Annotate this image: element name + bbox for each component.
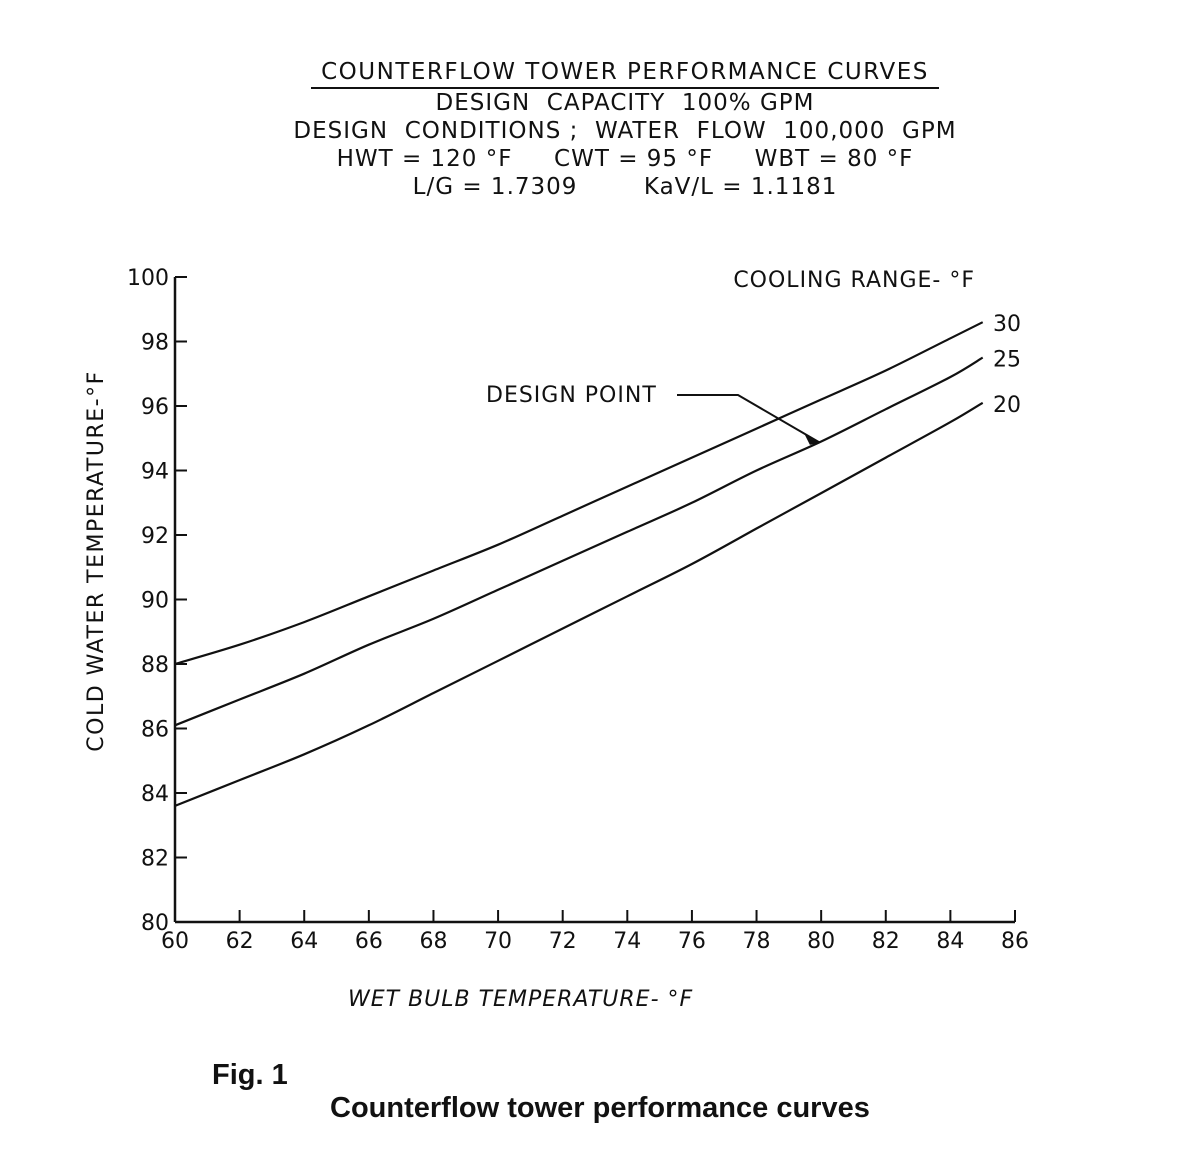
chart-subtitle-line-2: DESIGN CONDITIONS ; WATER FLOW 100,000 G… [293, 118, 957, 144]
figure: COUNTERFLOW TOWER PERFORMANCE CURVES DES… [84, 58, 1050, 1124]
y-tick-label: 96 [141, 395, 169, 420]
performance-chart: 60 62 64 66 68 70 72 74 76 78 80 82 84 86 80 82 84 86 88 90… [84, 266, 1029, 1012]
axes [173, 277, 1015, 924]
x-tick-label: 84 [936, 929, 964, 954]
x-tick-label: 72 [549, 929, 577, 954]
x-tick-label: 78 [743, 929, 771, 954]
design-point-label: DESIGN POINT [486, 383, 657, 408]
series-line-30 [174, 321, 984, 666]
y-axis-label: COLD WATER TEMPERATURE-°F [84, 370, 109, 751]
axis-ticks: 60 62 64 66 68 70 72 74 76 78 80 82 84 86 80 82 84 86 88 90… [127, 266, 1029, 954]
x-axis-label: WET BULB TEMPERATURE- °F [348, 987, 693, 1012]
y-tick-label: 92 [141, 524, 169, 549]
series-label-25: 25 [993, 348, 1021, 373]
x-tick-label: 70 [484, 929, 512, 954]
caption-text: Counterflow tower performance curves [330, 1092, 870, 1124]
caption-label: Fig. 1 [212, 1059, 288, 1091]
x-tick-label: 76 [678, 929, 706, 954]
labels-layer: WET BULB TEMPERATURE- °F COLD WATER TEMPE… [84, 268, 1021, 1012]
chart-subtitle-line-4: L/G = 1.7309 KaV/L = 1.1181 [412, 174, 838, 200]
y-tick-label: 80 [141, 911, 169, 936]
x-tick-label: 60 [161, 929, 189, 954]
x-tick-label: 68 [419, 929, 447, 954]
series-line-20 [174, 401, 984, 807]
y-tick-label: 98 [141, 331, 169, 356]
y-tick-label: 90 [141, 589, 169, 614]
design-point-arrowhead [803, 432, 821, 445]
y-tick-label: 86 [141, 718, 169, 743]
chart-title: COUNTERFLOW TOWER PERFORMANCE CURVES [311, 58, 939, 89]
x-tick-label: 80 [807, 929, 835, 954]
series-line-25 [174, 356, 984, 727]
figure-caption: Fig. 1 Counterflow tower performance cur… [0, 1026, 1200, 1158]
y-tick-label: 94 [141, 460, 169, 485]
y-tick-label: 88 [141, 653, 169, 678]
x-tick-label: 82 [872, 929, 900, 954]
series-label-20: 20 [993, 393, 1021, 418]
x-tick-label: 74 [613, 929, 641, 954]
y-tick-label: 82 [141, 847, 169, 872]
chart-subtitle-line-1: DESIGN CAPACITY 100% GPM [435, 90, 815, 116]
series-layer [174, 321, 984, 807]
chart-header: COUNTERFLOW TOWER PERFORMANCE CURVES DES… [200, 58, 1050, 201]
x-tick-label: 62 [226, 929, 254, 954]
x-tick-label: 86 [1001, 929, 1029, 954]
y-tick-label: 100 [127, 266, 169, 291]
y-tick-label: 84 [141, 782, 169, 807]
chart-subtitle-line-3: HWT = 120 °F CWT = 95 °F WBT = 80 °F [336, 146, 914, 172]
design-point-leader [677, 394, 820, 444]
x-tick-label: 66 [355, 929, 383, 954]
series-label-30: 30 [993, 312, 1021, 337]
legend-title: COOLING RANGE- °F [733, 268, 975, 293]
x-tick-label: 64 [290, 929, 318, 954]
